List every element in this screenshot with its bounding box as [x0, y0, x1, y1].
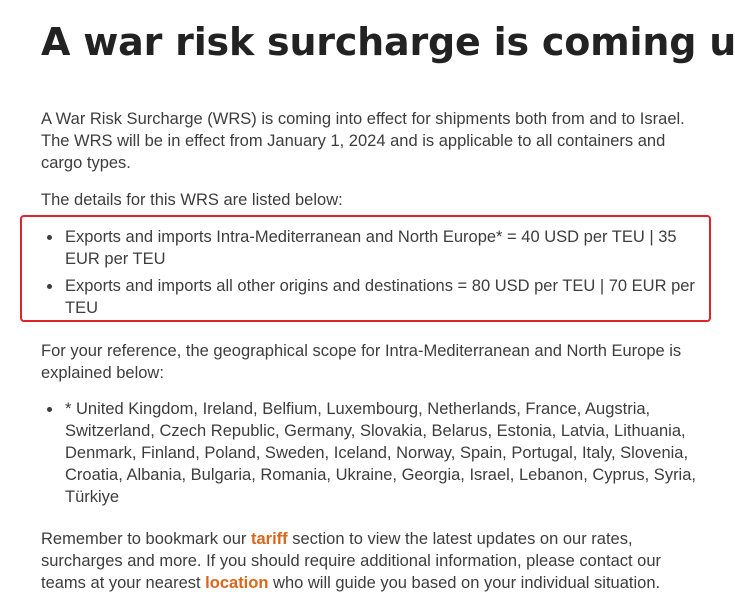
scope-list: * United Kingdom, Ireland, Belfium, Luxe…	[41, 398, 711, 508]
list-item: Exports and imports all other origins an…	[41, 275, 711, 319]
closing-paragraph: Remember to bookmark our tariff section …	[41, 528, 706, 594]
closing-text-2: section to view the latest updates on ou…	[41, 530, 662, 592]
rate-text: Exports and imports all other origins an…	[65, 277, 695, 317]
closing-text-3: who will guide you based on your individ…	[268, 574, 661, 592]
list-item: * United Kingdom, Ireland, Belfium, Luxe…	[41, 398, 711, 508]
page-title: A war risk surcharge is coming up	[41, 20, 735, 64]
rates-highlight-box	[20, 215, 711, 322]
tariff-link[interactable]: tariff	[251, 530, 288, 548]
bullet-icon	[47, 407, 52, 412]
rates-list: Exports and imports Intra-Mediterranean …	[41, 226, 711, 324]
bullet-icon	[47, 284, 52, 289]
list-item: Exports and imports Intra-Mediterranean …	[41, 226, 711, 270]
rate-text: Exports and imports Intra-Mediterranean …	[65, 228, 677, 268]
details-intro: The details for this WRS are listed belo…	[41, 191, 343, 209]
scope-countries: * United Kingdom, Ireland, Belfium, Luxe…	[65, 400, 696, 506]
bullet-icon	[47, 235, 52, 240]
location-link[interactable]: location	[205, 574, 269, 592]
intro-paragraph: A War Risk Surcharge (WRS) is coming int…	[41, 110, 685, 172]
closing-text-1: Remember to bookmark our	[41, 530, 251, 548]
scope-intro: For your reference, the geographical sco…	[41, 342, 682, 382]
